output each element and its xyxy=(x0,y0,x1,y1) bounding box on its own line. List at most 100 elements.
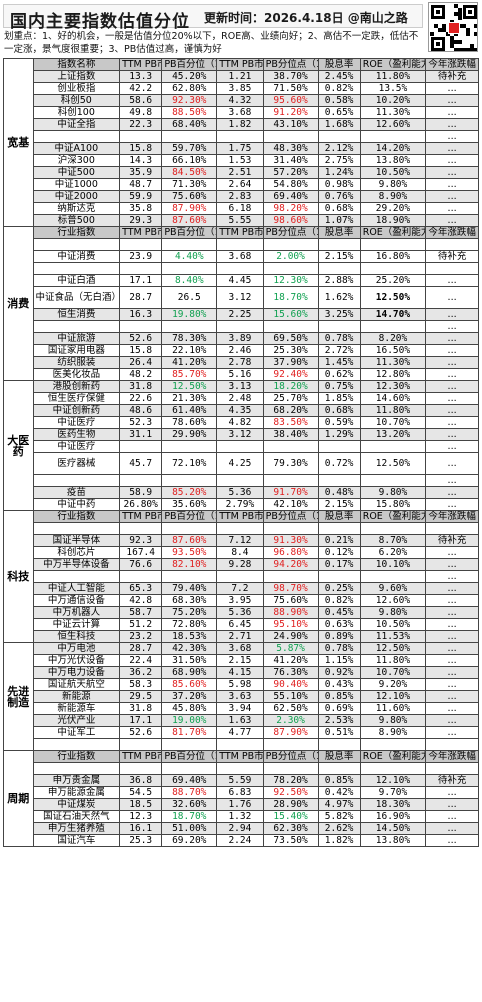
roe-value: 16.90% xyxy=(359,810,427,823)
table-row: 上证指数 13.3 45.20% 1.21 38.70% 2.45% 11.80% 待补充 xyxy=(3,70,479,83)
dividend-yield: 4.97% xyxy=(317,798,361,811)
pb-value: 1.21 xyxy=(216,70,264,83)
pb-percentile: 25.70% xyxy=(262,392,319,405)
ytd-note: ... xyxy=(425,82,479,95)
qr-module xyxy=(470,44,474,48)
pe-percentile: 29.90% xyxy=(161,428,218,441)
col-roe-header: ROE（盈利能力） xyxy=(359,510,427,523)
pb-value: 4.77 xyxy=(216,726,264,739)
dividend-yield: 0.68% xyxy=(317,404,361,417)
table-row: 医疗器械 45.7 72.10% 4.25 79.30% 0.72% 12.50%... xyxy=(4,452,479,475)
ytd-note: ... xyxy=(425,130,479,143)
ytd-note: ... xyxy=(425,308,479,321)
dividend-yield: 0.85% xyxy=(317,690,361,703)
table-row: 中证创新药 48.6 61.40% 4.35 68.20% 0.68% 11.80%... xyxy=(3,404,479,417)
index-name: 国证家用电器 xyxy=(32,344,121,357)
pb-value xyxy=(216,762,264,775)
pe-percentile: 68.40% xyxy=(161,118,218,131)
pb-value xyxy=(216,440,264,453)
qr-module xyxy=(430,32,434,36)
pe-percentile: 72.10% xyxy=(161,452,218,475)
ytd-note: ... xyxy=(425,332,479,345)
index-name: 国证航天航空 xyxy=(32,678,121,691)
pe-value: 48.7 xyxy=(119,178,163,191)
pe-value: 14.3 xyxy=(119,154,163,167)
pb-value: 5.36 xyxy=(216,486,264,499)
index-name: 中证创新药 xyxy=(32,404,121,417)
dividend-yield: 0.65% xyxy=(317,106,361,119)
qr-finder-icon xyxy=(431,5,445,19)
table-row: 中证军工 52.6 81.70% 4.77 87.90% 0.51% 8.90%... xyxy=(4,726,479,739)
ytd-note: 待补充 xyxy=(425,250,479,263)
pb-percentile: 98.60% xyxy=(262,214,319,227)
table-row: 中证全指 22.3 68.40% 1.82 43.10% 1.68% 12.60%... xyxy=(3,118,479,131)
pb-value: 2.94 xyxy=(216,822,264,835)
pe-percentile xyxy=(161,130,218,143)
table-row: 纳斯达克 35.8 87.90% 6.18 98.20% 0.68% 29.20%... xyxy=(4,202,479,215)
pe-percentile: 21.30% xyxy=(161,392,218,405)
index-name: 国证半导体 xyxy=(32,534,121,547)
pb-value: 2.71 xyxy=(216,630,264,643)
ytd-note: ... xyxy=(425,274,479,287)
table-row: 申万能源金属 54.5 88.70% 6.83 92.50% 0.42% 9.70%... xyxy=(4,786,479,799)
roe-value: 9.80% xyxy=(359,606,427,619)
ytd-note: ... xyxy=(425,702,479,715)
index-name: 创业板指 xyxy=(32,82,121,95)
pb-percentile: 98.20% xyxy=(262,202,319,215)
pb-percentile: 94.20% xyxy=(262,558,319,571)
pe-value: 26.80% xyxy=(119,498,163,511)
pb-value: 4.32 xyxy=(216,94,264,107)
pb-percentile: 92.40% xyxy=(262,368,319,381)
pe-value: 18.5 xyxy=(119,798,163,811)
roe-value: 11.60% xyxy=(359,702,427,715)
dividend-yield: 0.72% xyxy=(317,452,361,475)
pe-percentile: 82.10% xyxy=(161,558,218,571)
pe-percentile: 61.40% xyxy=(161,404,218,417)
roe-value: 13.5% xyxy=(359,82,427,95)
ytd-note: ... xyxy=(425,154,479,167)
pe-percentile: 51.00% xyxy=(161,822,218,835)
dividend-yield: 2.15% xyxy=(317,250,361,263)
roe-value: 8.20% xyxy=(359,332,427,345)
pe-value xyxy=(119,522,163,535)
pe-value: 58.7 xyxy=(119,606,163,619)
pe-value: 52.6 xyxy=(119,726,163,739)
pe-percentile: 85.60% xyxy=(161,678,218,691)
pe-percentile: 45.80% xyxy=(161,702,218,715)
ytd-note: ... xyxy=(425,678,479,691)
roe-value: 12.50% xyxy=(359,452,427,475)
index-name xyxy=(32,474,121,487)
index-name: 中证医疗 xyxy=(32,416,121,429)
pb-value: 5.98 xyxy=(216,678,264,691)
qr-module xyxy=(442,28,446,32)
dividend-yield: 1.82% xyxy=(317,834,361,847)
pb-percentile: 95.10% xyxy=(262,618,319,631)
ytd-note: 待补充 xyxy=(425,70,479,83)
pb-value: 2.78 xyxy=(216,356,264,369)
pb-percentile: 15.60% xyxy=(262,308,319,321)
table-row: 中证白酒 17.1 8.40% 4.45 12.30% 2.88% 25.20%... xyxy=(4,274,479,287)
pe-percentile xyxy=(161,474,218,487)
table-row: 国证家用电器 15.8 22.10% 2.46 25.30% 2.72% 16.50%... xyxy=(4,344,479,357)
pb-value: 2.79% xyxy=(216,498,264,511)
table-row: 申万生猪养殖 16.1 51.00% 2.94 62.30% 2.62% 14.50%... xyxy=(3,822,479,835)
col-name-header: 行业指数 xyxy=(32,226,121,239)
roe-value xyxy=(359,474,427,487)
section-label: 消费 xyxy=(3,226,34,381)
table-row: ... xyxy=(4,570,479,583)
col-pb-pct-header: PB分位点（10年） xyxy=(262,58,319,71)
dividend-yield: 0.43% xyxy=(317,678,361,691)
qr-module xyxy=(458,16,462,20)
pb-value xyxy=(216,570,264,583)
pe-percentile: 88.50% xyxy=(161,106,218,119)
dividend-yield: 0.21% xyxy=(317,534,361,547)
table-row: ... xyxy=(4,130,479,143)
table-row: 中证1000 48.7 71.30% 2.64 54.80% 0.98% 9.80%... xyxy=(4,178,479,191)
pb-value: 5.59 xyxy=(216,774,264,787)
index-name: 纺织服装 xyxy=(32,356,121,369)
section-label: 宽基 xyxy=(3,58,34,227)
table-row: 国证半导体 92.3 87.60% 7.12 91.30% 0.21% 8.70% 待补充 xyxy=(3,534,479,547)
index-name xyxy=(32,262,121,275)
